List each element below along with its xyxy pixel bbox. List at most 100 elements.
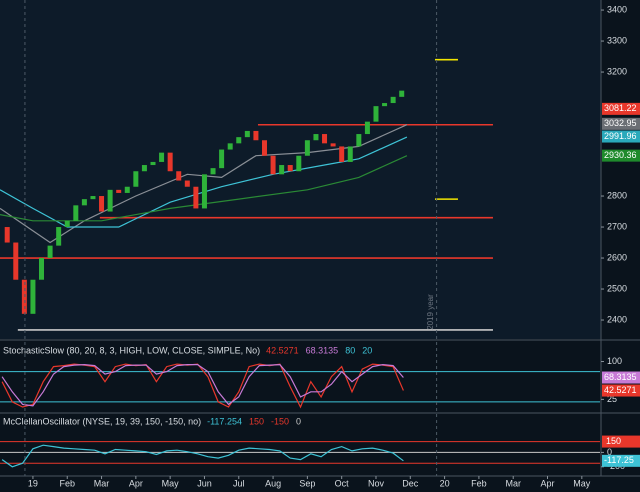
candle bbox=[201, 174, 207, 209]
candle bbox=[390, 96, 396, 104]
indicator-readout: 20 bbox=[362, 345, 372, 355]
y-tick-label: 2500 bbox=[607, 283, 627, 293]
candle bbox=[30, 279, 36, 314]
candle bbox=[347, 146, 353, 162]
x-tick-label: Dec bbox=[402, 478, 419, 488]
x-tick-label: May bbox=[573, 478, 591, 488]
candle bbox=[244, 130, 250, 138]
candle bbox=[4, 227, 10, 243]
candle bbox=[21, 279, 27, 314]
candle bbox=[330, 143, 336, 147]
candle bbox=[81, 199, 87, 206]
x-tick-label: 20 bbox=[440, 478, 450, 488]
x-tick-label: Nov bbox=[368, 478, 385, 488]
y-tick-label: 2600 bbox=[607, 252, 627, 262]
indicator-line bbox=[1, 363, 404, 409]
candle bbox=[227, 143, 233, 150]
candle bbox=[219, 149, 225, 169]
candle bbox=[322, 134, 328, 144]
candle bbox=[261, 140, 267, 156]
candle bbox=[150, 161, 156, 166]
candle bbox=[382, 103, 388, 107]
y-tick-label: 2800 bbox=[607, 190, 627, 200]
candle bbox=[167, 152, 173, 172]
axis-tag-label: 150 bbox=[606, 436, 621, 446]
price-tag bbox=[602, 130, 640, 143]
candle bbox=[56, 227, 62, 246]
x-tick-label: Jun bbox=[197, 478, 212, 488]
price-tag bbox=[602, 102, 640, 115]
x-tick-label: Mar bbox=[505, 478, 521, 488]
readout-tag bbox=[602, 454, 640, 467]
readout-tag-label: 68.3135 bbox=[604, 372, 637, 382]
price-tag-label: 3081.22 bbox=[604, 103, 637, 113]
y-tick-label: 3400 bbox=[607, 4, 627, 14]
candle bbox=[184, 180, 190, 187]
candle bbox=[356, 134, 362, 147]
indicator-readout: 0 bbox=[296, 416, 301, 426]
indicator-line bbox=[1, 363, 404, 407]
x-tick-label: Oct bbox=[335, 478, 350, 488]
x-tick-label: Apr bbox=[541, 478, 555, 488]
x-tick-label: 19 bbox=[28, 478, 38, 488]
candle bbox=[99, 196, 105, 212]
candle bbox=[296, 155, 302, 172]
x-tick-label: Jul bbox=[233, 478, 245, 488]
indicator-readout: 150 bbox=[249, 416, 264, 426]
candle bbox=[287, 165, 293, 172]
price-tag bbox=[602, 149, 640, 162]
price-tag bbox=[602, 117, 640, 130]
candle bbox=[64, 220, 70, 228]
price-tag-label: 2930.36 bbox=[604, 150, 637, 160]
candle bbox=[373, 106, 379, 122]
year-label: 2019 year bbox=[426, 294, 435, 330]
candle bbox=[107, 189, 113, 212]
candle bbox=[13, 242, 19, 280]
indicator-line bbox=[1, 444, 404, 468]
candle bbox=[141, 165, 147, 172]
y-tick-label: 3200 bbox=[607, 66, 627, 76]
price-tag-label: 2991.96 bbox=[604, 131, 637, 141]
candle bbox=[133, 171, 139, 187]
candle bbox=[116, 189, 122, 193]
readout-tag bbox=[602, 384, 640, 397]
candle bbox=[399, 90, 405, 97]
y-tick-label: 25 bbox=[607, 394, 617, 404]
readout-tag-label: -117.25 bbox=[604, 455, 634, 465]
readout-tag-label: 42.5271 bbox=[604, 385, 637, 395]
x-tick-label: Sep bbox=[299, 478, 315, 488]
indicator-title: McClellanOscillator (NYSE, 19, 39, 150, … bbox=[3, 416, 201, 426]
candle bbox=[210, 168, 216, 175]
indicator-readout: -117.254 bbox=[207, 416, 242, 426]
x-tick-label: Apr bbox=[129, 478, 143, 488]
candle bbox=[39, 258, 45, 280]
candle bbox=[124, 186, 130, 193]
candle bbox=[364, 121, 370, 135]
axis-tag bbox=[602, 435, 640, 448]
readout-tag bbox=[602, 371, 640, 384]
candle bbox=[236, 137, 242, 144]
x-tick-label: Feb bbox=[59, 478, 75, 488]
indicator-title: StochasticSlow (80, 20, 8, 3, HIGH, LOW,… bbox=[3, 345, 260, 355]
candle bbox=[270, 155, 276, 175]
candle bbox=[73, 205, 79, 221]
candle bbox=[47, 245, 53, 259]
x-tick-label: May bbox=[162, 478, 180, 488]
x-tick-label: Feb bbox=[471, 478, 487, 488]
candle bbox=[279, 165, 285, 175]
candle bbox=[159, 152, 165, 162]
y-tick-label: 0 bbox=[607, 447, 612, 457]
y-tick-label: 100 bbox=[607, 356, 622, 366]
candle bbox=[176, 171, 182, 181]
candle bbox=[253, 130, 259, 141]
indicator-readout: -150 bbox=[271, 416, 289, 426]
indicator-readout: 68.3135 bbox=[306, 345, 339, 355]
indicator-readout: 42.5271 bbox=[266, 345, 299, 355]
candle bbox=[90, 196, 96, 200]
price-tag-label: 3032.95 bbox=[604, 118, 637, 128]
candle bbox=[304, 140, 310, 156]
candle bbox=[193, 186, 199, 209]
y-tick-label: 2400 bbox=[607, 314, 627, 324]
